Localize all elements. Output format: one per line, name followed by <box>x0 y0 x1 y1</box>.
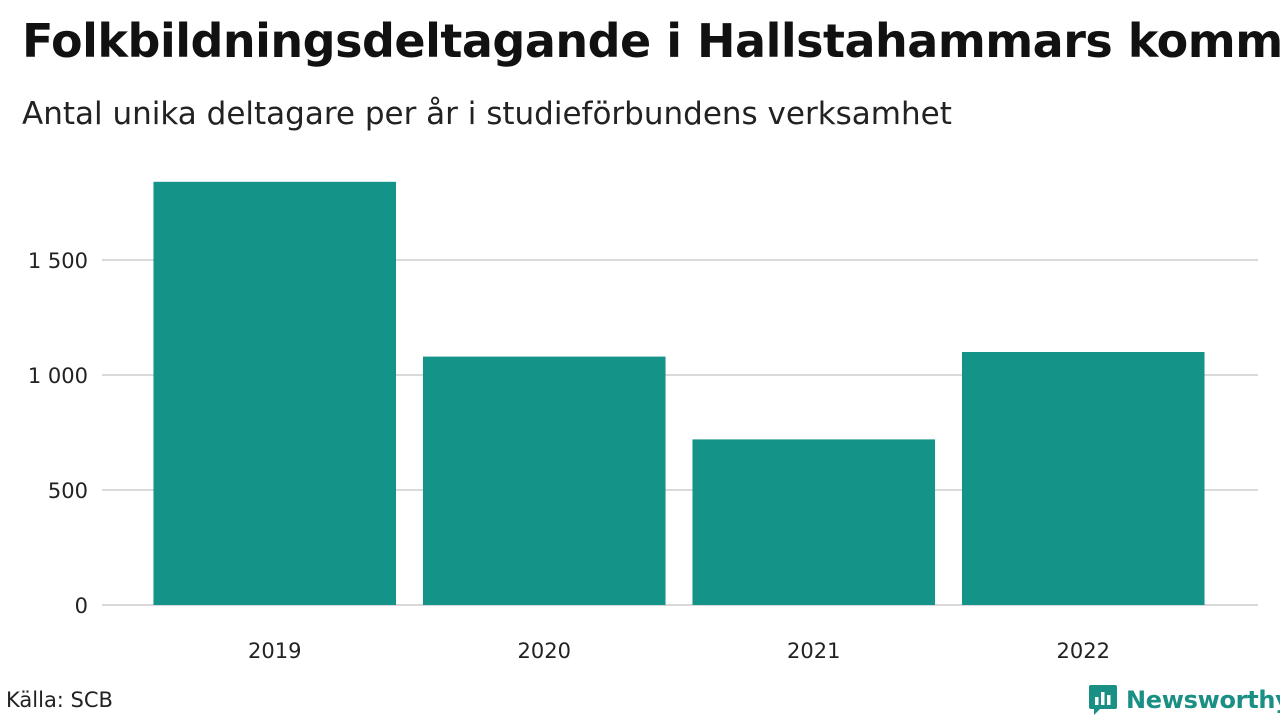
bar-2021[interactable] <box>692 439 936 605</box>
bar-2020[interactable] <box>422 356 666 605</box>
x-tick-label: 2020 <box>518 639 571 663</box>
bar-2019[interactable] <box>153 181 397 606</box>
y-tick-label: 1 000 <box>28 364 88 388</box>
brand-logo: Newsworthy <box>1088 682 1280 718</box>
bar-2022[interactable] <box>961 352 1205 605</box>
source-note: Källa: SCB <box>6 688 113 712</box>
x-tick-label: 2021 <box>787 639 840 663</box>
x-tick-label: 2019 <box>248 639 301 663</box>
y-tick-label: 1 500 <box>28 249 88 273</box>
y-tick-label: 0 <box>75 594 88 618</box>
x-axis-tick-labels: 2019 2020 2021 2022 <box>248 639 1110 663</box>
y-axis-tick-labels: 0 500 1 000 1 500 <box>28 249 88 618</box>
brand-name: Newsworthy <box>1126 686 1280 714</box>
chart-subtitle: Antal unika deltagare per år i studieför… <box>22 96 952 132</box>
bars <box>153 181 1205 606</box>
y-tick-label: 500 <box>48 479 88 503</box>
bar-chart-logo-icon <box>1089 685 1117 715</box>
chart-title: Folkbildningsdeltagande i Hallstahammars… <box>22 14 1280 68</box>
x-tick-label: 2022 <box>1057 639 1110 663</box>
